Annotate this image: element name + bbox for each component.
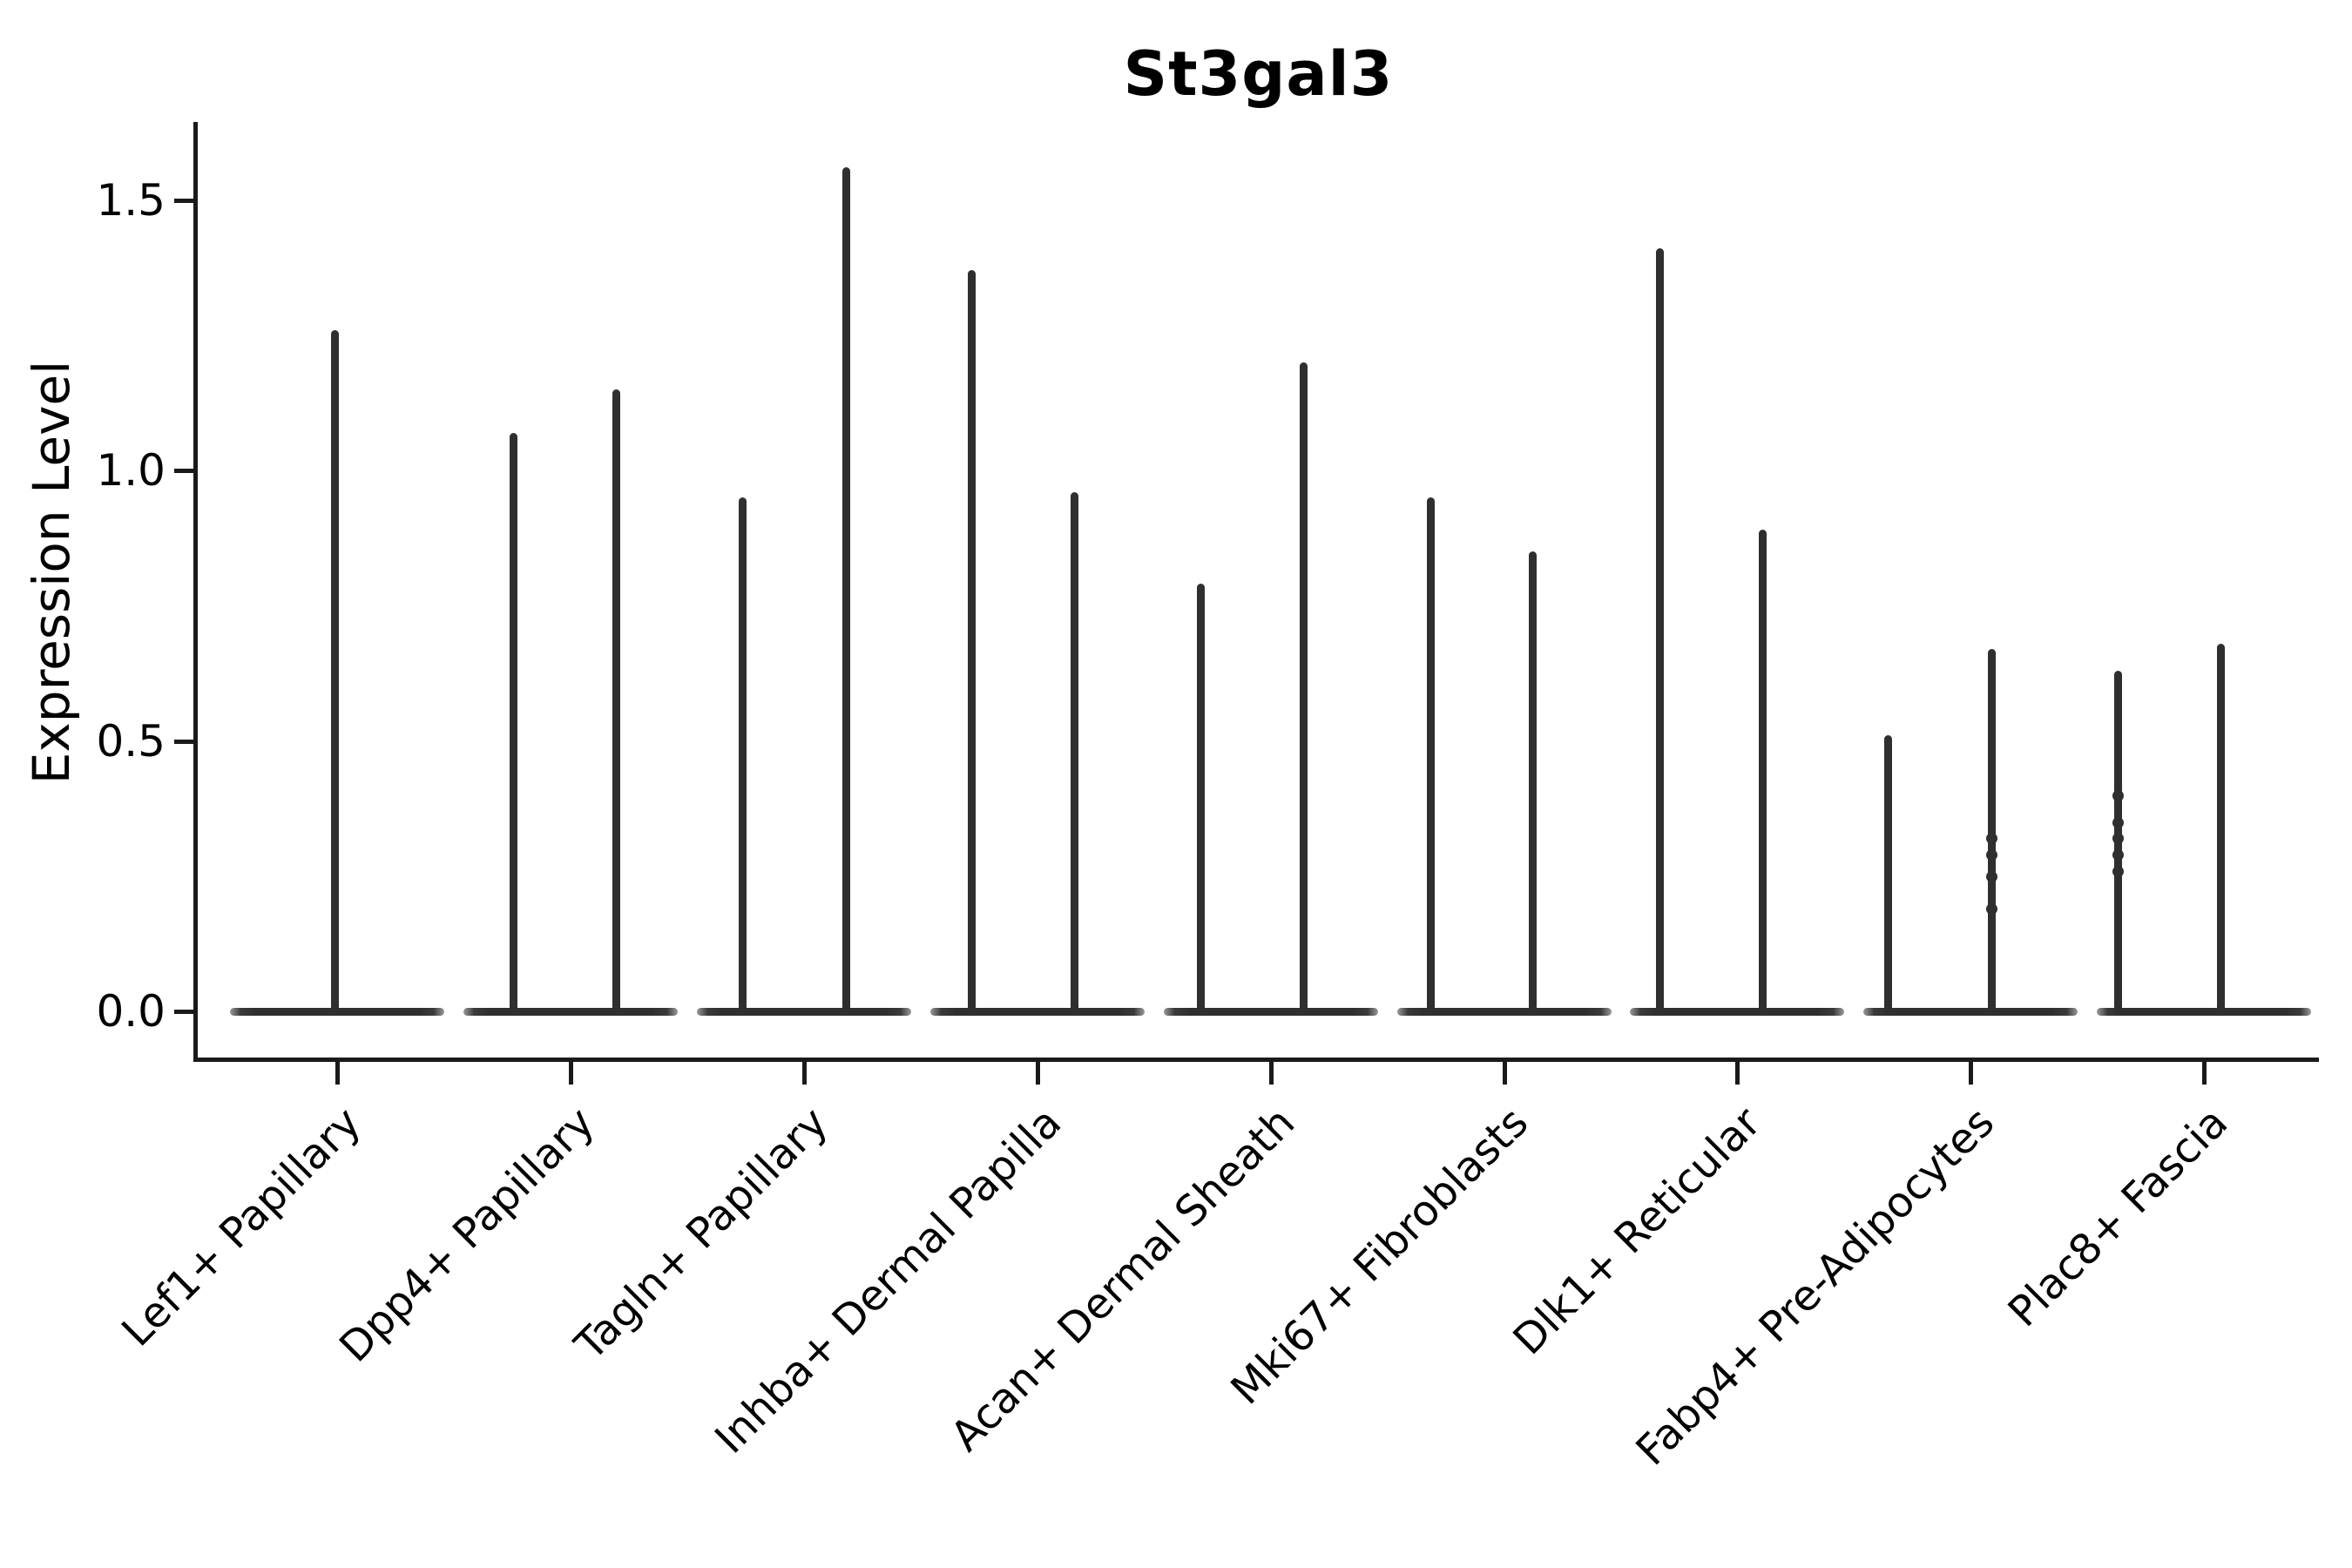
violin-spike [739, 497, 747, 1013]
x-tick [569, 1062, 573, 1085]
jitter-point [1986, 833, 1997, 845]
violin-baseline [2097, 1008, 2311, 1016]
x-tick [1735, 1062, 1740, 1085]
y-tick [174, 1010, 193, 1014]
violin-baseline [697, 1008, 911, 1016]
x-tick [1269, 1062, 1274, 1085]
x-axis-spine [193, 1058, 2319, 1062]
violin-spike [1529, 551, 1537, 1013]
y-tick-label: 0.0 [96, 986, 166, 1037]
y-tick [174, 739, 193, 744]
violin-baseline [1863, 1008, 2078, 1016]
violin-spike [1197, 584, 1205, 1013]
violin-baseline [930, 1008, 1145, 1016]
jitter-point [1986, 848, 1997, 861]
violin-spike [612, 389, 620, 1013]
violin-spike [1988, 648, 1996, 1013]
violin-spike [1300, 362, 1308, 1013]
jitter-point [1986, 870, 1997, 882]
x-tick [1036, 1062, 1040, 1085]
violin-baseline [1630, 1008, 1844, 1016]
y-tick-label: 0.5 [96, 715, 166, 767]
violin-spike [1071, 491, 1078, 1013]
jitter-point [1986, 903, 1997, 915]
jitter-point [2112, 833, 2124, 845]
violin-spike [510, 432, 517, 1013]
x-tick [1503, 1062, 1507, 1085]
chart-title: St3gal3 [1123, 38, 1394, 110]
y-tick-label: 1.0 [96, 445, 166, 496]
y-tick [174, 469, 193, 473]
violin-spike [331, 329, 339, 1013]
y-axis-spine [193, 122, 198, 1062]
violin-spike [842, 167, 850, 1013]
y-tick-label: 1.5 [96, 174, 166, 226]
x-tick [802, 1062, 807, 1085]
violin-baseline [463, 1008, 678, 1016]
violin-spike [1427, 497, 1435, 1013]
jitter-point [2112, 865, 2124, 877]
violin-baseline [1164, 1008, 1378, 1016]
violin-spike [1656, 248, 1664, 1013]
x-tick [335, 1062, 340, 1085]
jitter-point [2112, 789, 2124, 801]
x-tick [1969, 1062, 1973, 1085]
violin-spike [1884, 735, 1892, 1013]
violin-baseline [1397, 1008, 1612, 1016]
jitter-point [2112, 816, 2124, 828]
violin-spike [2217, 643, 2225, 1013]
y-tick [174, 198, 193, 203]
violin-spike [968, 270, 976, 1013]
jitter-point [2112, 848, 2124, 861]
x-tick [2202, 1062, 2207, 1085]
violin-spike [1759, 530, 1767, 1013]
